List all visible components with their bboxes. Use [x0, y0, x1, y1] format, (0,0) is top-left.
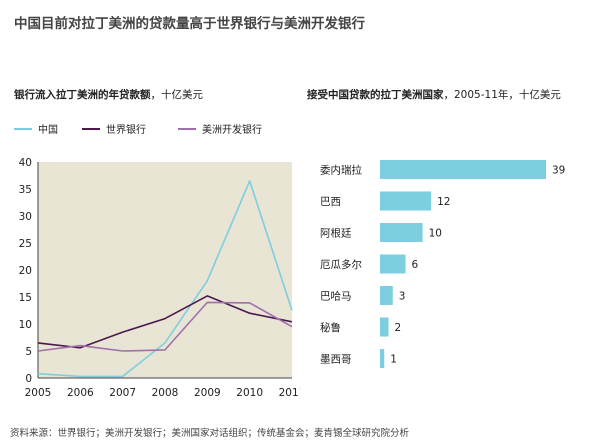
bar-1	[380, 191, 432, 211]
bar-value-label-1: 12	[437, 196, 450, 208]
legend-label-idb: 美洲开发银行	[202, 125, 262, 136]
bar-4	[380, 286, 393, 305]
bar-3	[380, 254, 406, 274]
bar-category-label-0: 委内瑞拉	[320, 164, 362, 177]
bar-value-label-0: 39	[552, 165, 565, 177]
y-tick-label-3: 15	[19, 292, 32, 304]
bar-chart-unit: ，2005-11年，十亿美元	[443, 89, 561, 101]
x-tick-label-0: 2005	[25, 387, 52, 399]
legend-item-world-bank: 世界银行	[82, 121, 146, 136]
source-note: 资料来源：世界银行；美洲开发银行；美洲国家对话组织；传统基金会；麦肯锡全球研究院…	[10, 428, 410, 439]
y-tick-label-6: 30	[19, 211, 32, 223]
x-tick-label-2: 2007	[109, 387, 136, 399]
bar-0	[380, 160, 546, 179]
y-tick-label-5: 25	[19, 238, 32, 250]
bar-category-label-4: 巴哈马	[320, 290, 352, 303]
bar-chart: 委内瑞拉 39 巴西 12 阿根廷 10 厄瓜多尔 6 巴哈马 3 秘鲁 2 墨西哥 1	[320, 160, 565, 368]
bar-5	[380, 317, 389, 337]
bar-category-label-1: 巴西	[320, 196, 341, 208]
chart-title: 中国目前对拉丁美洲的贷款量高于世界银行与美洲开发银行	[14, 16, 365, 32]
legend-item-idb: 美洲开发银行	[178, 121, 262, 136]
y-tick-label-7: 35	[19, 184, 32, 196]
legend-swatch-china	[14, 128, 32, 130]
y-tick-label-4: 20	[19, 265, 32, 277]
legend-label-china: 中国	[38, 125, 58, 136]
series-line-idb	[37, 301, 293, 352]
bar-value-label-4: 3	[399, 291, 406, 303]
bar-category-label-5: 秘鲁	[320, 321, 341, 334]
x-tick-label-3: 2008	[152, 387, 179, 399]
bar-category-label-3: 厄瓜多尔	[320, 258, 362, 271]
bar-6	[380, 349, 385, 368]
x-tick-label-4: 2009	[194, 387, 221, 399]
bar-category-label-6: 墨西哥	[320, 354, 352, 366]
line-chart-title: 银行流入拉丁美洲的年贷款额	[14, 89, 151, 101]
bar-chart-subtitle: 接受中国贷款的拉丁美洲国家，2005-11年，十亿美元	[307, 87, 561, 102]
legend-swatch-world-bank	[82, 128, 100, 130]
bar-value-label-3: 6	[412, 259, 419, 271]
bar-value-label-5: 2	[395, 322, 402, 334]
bar-category-label-2: 阿根廷	[320, 227, 352, 240]
bar-2	[380, 223, 423, 242]
y-tick-label-8: 40	[19, 157, 32, 169]
line-chart-unit: ，十亿美元	[150, 89, 204, 101]
line-chart: 0 5 10 15 20 25 30 35 40 2005 2006 2007 2008 2009 2010…	[19, 157, 300, 399]
bar-chart-title: 接受中国贷款的拉丁美洲国家	[307, 89, 444, 101]
y-tick-label-2: 10	[19, 319, 32, 331]
legend-item-china: 中国	[14, 121, 58, 136]
bar-value-label-2: 10	[429, 228, 442, 240]
x-tick-label-5: 2010	[236, 387, 263, 399]
line-chart-subtitle: 银行流入拉丁美洲的年贷款额，十亿美元	[14, 87, 203, 102]
x-tick-label-1: 2006	[67, 387, 94, 399]
x-tick-label-6: 2011	[279, 387, 300, 399]
y-tick-label-1: 5	[25, 346, 32, 358]
bar-value-label-6: 1	[390, 354, 397, 366]
legend-label-world-bank: 世界银行	[106, 125, 146, 136]
legend-swatch-idb	[178, 128, 196, 130]
y-tick-label-0: 0	[25, 373, 32, 385]
